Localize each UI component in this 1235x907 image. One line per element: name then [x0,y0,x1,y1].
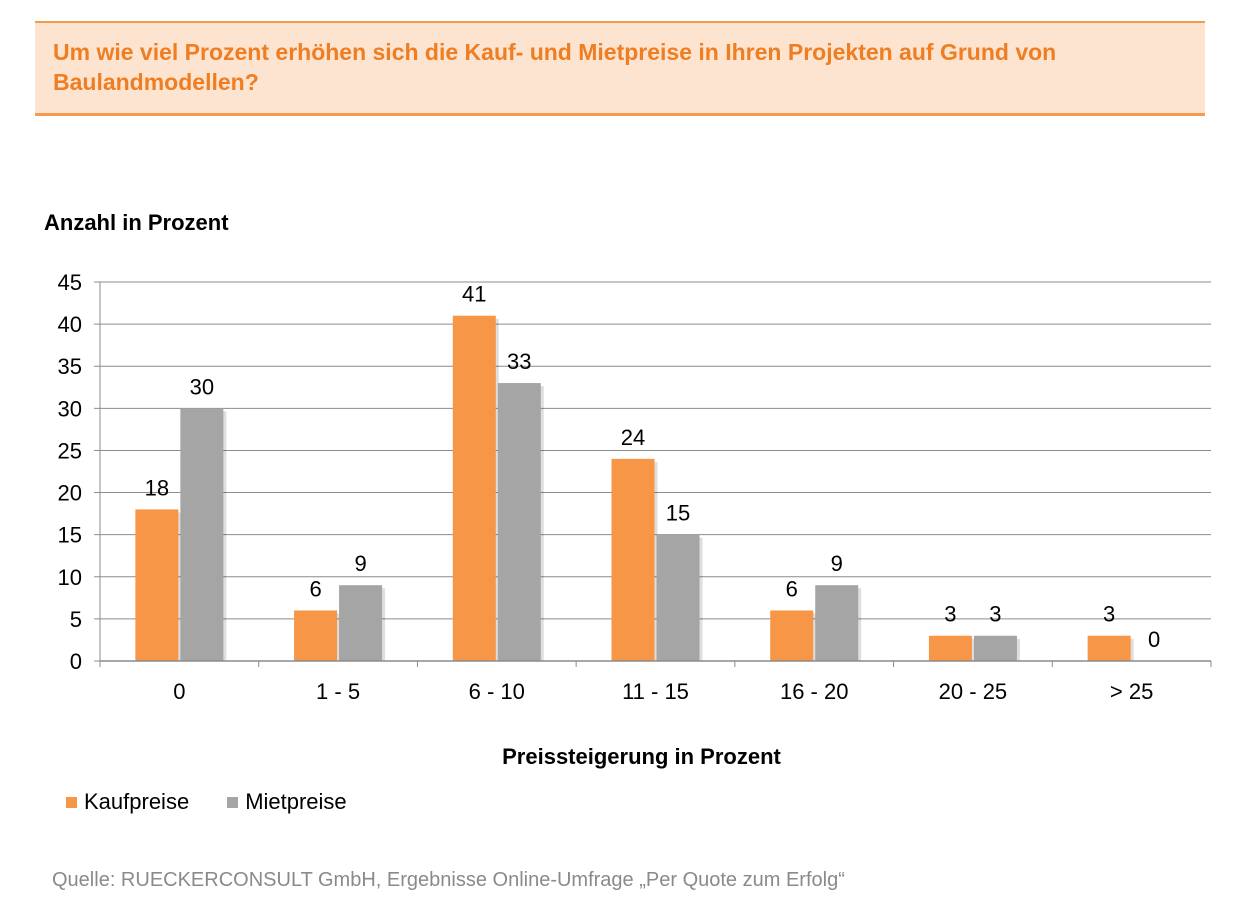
bar-kaufpreise [770,610,814,661]
legend-label-kaufpreise: Kaufpreise [84,789,190,814]
data-label-kaufpreise: 6 [786,576,798,601]
legend-label-mietpreise: Mietpreise [245,789,347,814]
x-axis-title: Preissteigerung in Prozent [502,744,781,769]
y-tick-label: 5 [70,607,82,632]
x-tick-label: 1 - 5 [316,679,360,704]
question-title: Um wie viel Prozent erhöhen sich die Kau… [53,39,1057,95]
data-label-kaufpreise: 18 [145,475,169,500]
data-label-kaufpreise: 24 [621,425,645,450]
x-tick-label: 20 - 25 [939,679,1008,704]
data-label-mietpreise: 0 [1148,627,1160,652]
y-tick-label: 10 [58,565,82,590]
y-tick-label: 30 [58,396,82,421]
question-banner: Um wie viel Prozent erhöhen sich die Kau… [35,21,1205,116]
y-tick-label: 20 [58,481,82,506]
data-label-kaufpreise: 41 [462,282,486,307]
data-label-kaufpreise: 3 [1103,602,1115,627]
legend-swatch-kaufpreise [66,796,77,808]
legend-item-mietpreise: Mietpreise [227,787,347,817]
data-label-mietpreise: 30 [190,374,214,399]
data-label-kaufpreise: 6 [309,576,321,601]
y-tick-label: 25 [58,438,82,463]
y-tick-label: 35 [58,354,82,379]
bar-mietpreise [656,534,700,661]
y-tick-label: 45 [58,270,82,295]
data-label-mietpreise: 15 [666,501,690,526]
data-label-kaufpreise: 3 [944,602,956,627]
bar-kaufpreise [1087,635,1131,661]
x-tick-label: > 25 [1110,679,1153,704]
bar-mietpreise [339,585,383,661]
x-tick-label: 16 - 20 [780,679,849,704]
x-tick-label: 6 - 10 [469,679,525,704]
bar-kaufpreise [928,635,972,661]
bar-kaufpreise [294,610,338,661]
bar-kaufpreise [135,509,179,661]
y-tick-label: 40 [58,312,82,337]
bar-mietpreise [973,635,1017,661]
legend-item-kaufpreise: Kaufpreise [66,787,189,817]
x-tick-label: 0 [173,679,185,704]
bar-kaufpreise [611,458,655,661]
legend-swatch-mietpreise [227,796,239,808]
bar-mietpreise [815,585,859,661]
data-label-mietpreise: 3 [989,602,1001,627]
bar-mietpreise [497,383,541,661]
chart-legend: Kaufpreise Mietpreise [66,787,385,817]
y-tick-label: 0 [70,649,82,674]
x-tick-label: 11 - 15 [622,679,689,704]
bar-mietpreise [180,408,224,661]
bar-kaufpreise [452,315,496,661]
y-axis-title: Anzahl in Prozent [44,210,229,235]
y-tick-label: 15 [58,523,82,548]
data-label-mietpreise: 9 [354,551,366,576]
source-note: Quelle: RUECKERCONSULT GmbH, Ergebnisse … [52,869,845,891]
data-label-mietpreise: 9 [831,551,843,576]
data-label-mietpreise: 33 [507,349,531,374]
